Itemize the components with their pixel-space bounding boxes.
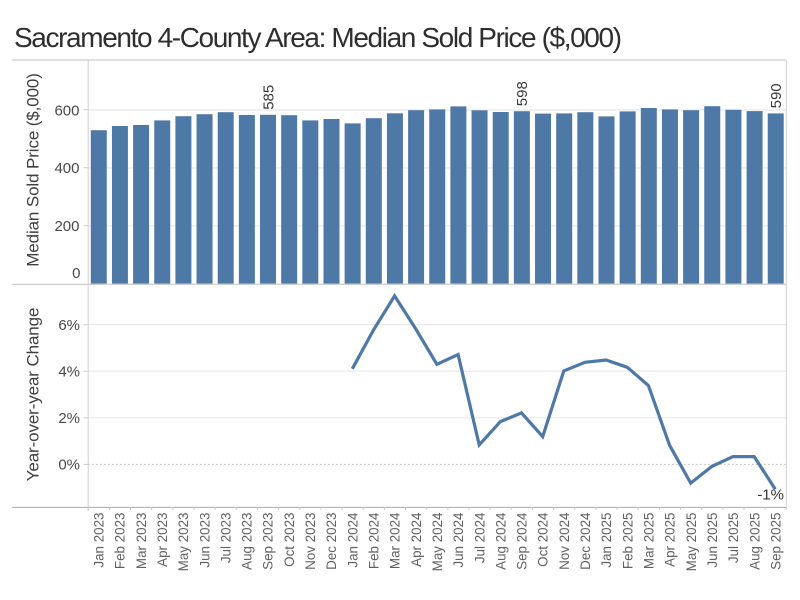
svg-text:May 2023: May 2023 [176, 513, 191, 572]
svg-text:Jul 2023: Jul 2023 [218, 513, 233, 564]
svg-text:4%: 4% [58, 364, 80, 381]
svg-text:Feb 2025: Feb 2025 [620, 513, 635, 570]
svg-text:Sep 2025: Sep 2025 [768, 513, 783, 570]
svg-text:Aug 2023: Aug 2023 [240, 513, 255, 570]
svg-text:0%: 0% [58, 457, 80, 474]
svg-text:Oct 2024: Oct 2024 [536, 512, 551, 567]
svg-text:Jul 2024: Jul 2024 [472, 512, 487, 563]
svg-text:Jan 2023: Jan 2023 [91, 513, 106, 568]
svg-text:Apr 2024: Apr 2024 [409, 512, 424, 567]
svg-text:590: 590 [768, 83, 785, 108]
svg-text:Jun 2023: Jun 2023 [197, 513, 212, 568]
svg-text:May 2025: May 2025 [684, 513, 699, 572]
svg-text:Median Sold Price ($,000): Median Sold Price ($,000) [24, 73, 43, 267]
svg-text:Nov 2023: Nov 2023 [303, 513, 318, 570]
svg-text:Mar 2023: Mar 2023 [134, 513, 149, 570]
svg-text:Jun 2025: Jun 2025 [705, 513, 720, 568]
svg-text:Apr 2023: Apr 2023 [155, 513, 170, 567]
svg-text:Aug 2024: Aug 2024 [493, 512, 508, 570]
svg-text:2%: 2% [58, 410, 80, 427]
svg-text:Year-over-year Change: Year-over-year Change [24, 308, 43, 482]
svg-text:Jul 2025: Jul 2025 [726, 513, 741, 564]
svg-text:Dec 2024: Dec 2024 [578, 512, 593, 570]
svg-text:Feb 2023: Feb 2023 [113, 513, 128, 570]
svg-text:0: 0 [72, 265, 80, 282]
svg-text:600: 600 [54, 102, 79, 119]
svg-text:Apr 2025: Apr 2025 [663, 513, 678, 567]
svg-text:Mar 2025: Mar 2025 [642, 513, 657, 570]
svg-text:Mar 2024: Mar 2024 [388, 512, 403, 569]
svg-text:Nov 2024: Nov 2024 [557, 512, 572, 570]
svg-text:Feb 2024: Feb 2024 [366, 512, 381, 569]
svg-text:Oct 2023: Oct 2023 [282, 513, 297, 567]
svg-text:Jan 2025: Jan 2025 [599, 513, 614, 568]
svg-text:May 2024: May 2024 [430, 512, 445, 571]
svg-text:400: 400 [54, 160, 79, 177]
svg-text:Dec 2023: Dec 2023 [324, 513, 339, 570]
svg-text:Jun 2024: Jun 2024 [451, 512, 466, 568]
svg-text:598: 598 [514, 81, 531, 106]
svg-text:Sep 2024: Sep 2024 [515, 512, 530, 570]
svg-text:6%: 6% [58, 317, 80, 334]
svg-text:Aug 2025: Aug 2025 [747, 513, 762, 570]
svg-text:200: 200 [54, 218, 79, 235]
svg-text:585: 585 [260, 85, 277, 110]
svg-text:Sep 2023: Sep 2023 [261, 513, 276, 570]
svg-text:Jan 2024: Jan 2024 [345, 512, 360, 568]
svg-text:-1%: -1% [757, 487, 784, 504]
